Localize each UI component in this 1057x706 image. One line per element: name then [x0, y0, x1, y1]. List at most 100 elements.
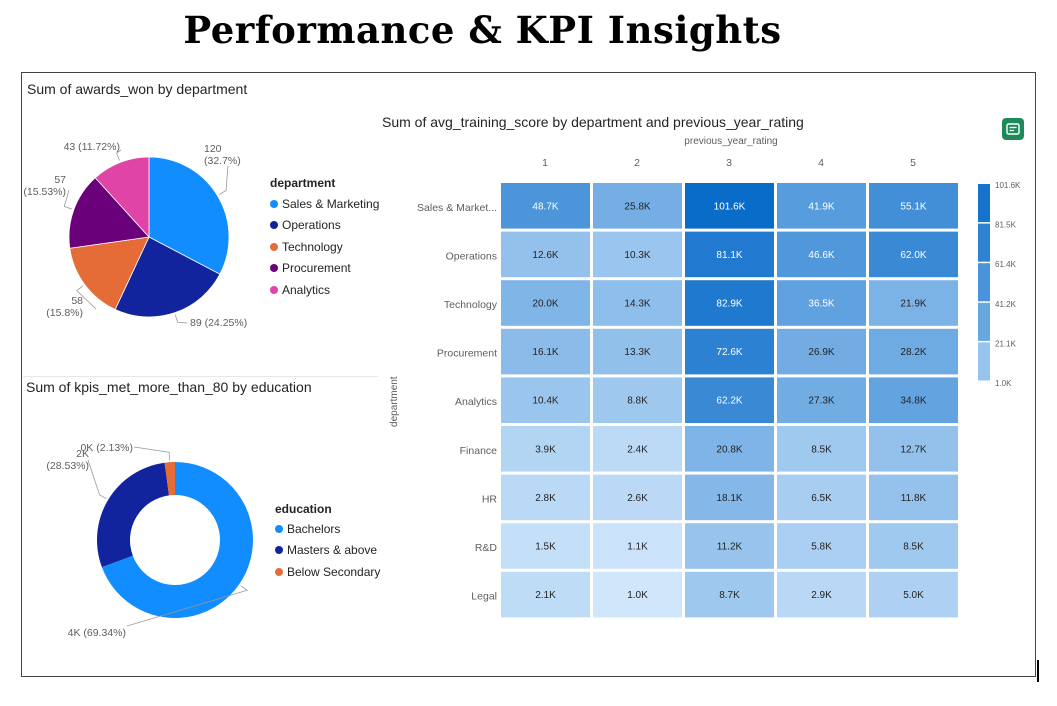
heatmap-cell-sales-market-4[interactable]: [777, 183, 866, 229]
heatmap-row-label-sales-market: Sales & Market...: [417, 202, 497, 214]
heatmap-cell-label: 8.7K: [719, 590, 740, 601]
heatmap-cell-finance-2[interactable]: [593, 426, 682, 472]
heatmap-cell-technology-2[interactable]: [593, 280, 682, 326]
heatmap-cell-legal-2[interactable]: [593, 571, 682, 618]
heatmap-cell-legal-1[interactable]: [501, 571, 590, 618]
heatmap-cell-hr-4[interactable]: [777, 474, 866, 521]
heatmap-cell-legal-4[interactable]: [777, 571, 866, 618]
heatmap-title: Sum of avg_training_score by department …: [382, 114, 804, 130]
heatmap-row-label-procurement: Procurement: [437, 348, 497, 360]
heatmap-cell-label: 16.1K: [532, 347, 558, 358]
heatmap-x-axis-title: previous_year_rating: [684, 136, 777, 147]
awards-pie-panel[interactable]: Sum of awards_won by department 120 (32.7…: [23, 74, 379, 376]
awards-legend-item-analytics[interactable]: Analytics: [270, 279, 379, 301]
heatmap-row-label-legal: Legal: [471, 591, 497, 603]
heatmap-cell-label: 2.8K: [535, 493, 556, 504]
export-button[interactable]: [1002, 118, 1024, 140]
awards-slice-analytics[interactable]: [94, 156, 150, 239]
awards-legend-item-sales-marketing[interactable]: Sales & Marketing: [270, 193, 379, 215]
heatmap-cell-sales-market-3[interactable]: [685, 183, 774, 229]
heatmap-cell-procurement-1[interactable]: [501, 328, 590, 375]
heatmap-cell-technology-4[interactable]: [777, 280, 866, 326]
kpis-slice-below-secondary[interactable]: [164, 462, 175, 496]
awards-legend-label: Procurement: [282, 261, 351, 276]
heatmap-cell-label: 62.2K: [716, 396, 742, 407]
awards-legend-items: Sales & Marketing Operations Technology Pro…: [270, 193, 379, 301]
heatmap-cell-procurement-2[interactable]: [593, 328, 682, 375]
awards-slice-technology[interactable]: [69, 236, 150, 311]
awards-slice-operations[interactable]: [114, 236, 221, 318]
heatmap-cell-procurement-5[interactable]: [869, 328, 958, 375]
heatmap-cell-technology-3[interactable]: [685, 280, 774, 326]
heatmap-cell-r-d-4[interactable]: [777, 523, 866, 569]
awards-legend-marker: [270, 264, 278, 273]
awards-legend-item-technology[interactable]: Technology: [270, 236, 379, 258]
heatmap-cell-sales-market-1[interactable]: [501, 183, 590, 229]
kpis-slice-masters-above[interactable]: [97, 462, 169, 568]
kpis-legend-item-below-secondary[interactable]: Below Secondary: [275, 561, 380, 583]
heatmap-cell-finance-5[interactable]: [869, 426, 958, 472]
heatmap-cell-technology-1[interactable]: [501, 280, 590, 326]
heatmap-cell-operations-4[interactable]: [777, 231, 866, 278]
heatmap-cell-analytics-3[interactable]: [685, 377, 774, 423]
heatmap-cell-r-d-5[interactable]: [869, 523, 958, 569]
heatmap-scale-label: 41.2K: [995, 300, 1017, 309]
awards-pie-chart[interactable]: 120 (32.7%) 89 (24.25%) 58 (15.8%) 57 (15.53%)…: [23, 104, 273, 374]
heatmap-cell-hr-3[interactable]: [685, 474, 774, 521]
kpis-donut-panel[interactable]: Sum of kpis_met_more_than_80 by educatio…: [23, 377, 380, 667]
awards-slice-procurement[interactable]: [68, 177, 150, 249]
kpis-legend-item-bachelors[interactable]: Bachelors: [275, 518, 380, 540]
heatmap-cell-procurement-3[interactable]: [685, 328, 774, 375]
page-title: Performance & KPI Insights: [183, 8, 782, 52]
heatmap-cell-operations-3[interactable]: [685, 231, 774, 278]
heatmap-cell-label: 41.9K: [808, 201, 834, 212]
heatmap-cell-technology-5[interactable]: [869, 280, 958, 326]
heatmap-cell-operations-1[interactable]: [501, 231, 590, 278]
heatmap-cell-label: 25.8K: [624, 201, 650, 212]
heatmap-cell-analytics-4[interactable]: [777, 377, 866, 423]
awards-legend-title: department: [270, 176, 336, 190]
kpis-legend-item-masters-above[interactable]: Masters & above: [275, 540, 380, 562]
heatmap-cell-hr-5[interactable]: [869, 474, 958, 521]
heatmap-cell-label: 2.4K: [627, 444, 648, 455]
heatmap-cell-label: 2.6K: [627, 493, 648, 504]
awards-legend-item-procurement[interactable]: Procurement: [270, 258, 379, 280]
heatmap-column-header-4: 4: [818, 157, 824, 169]
heatmap-row-label-technology: Technology: [444, 299, 498, 311]
heatmap-cell-hr-1[interactable]: [501, 474, 590, 521]
heatmap-cell-r-d-3[interactable]: [685, 523, 774, 569]
heatmap-cell-legal-3[interactable]: [685, 571, 774, 618]
kpis-slice-bachelors[interactable]: [101, 462, 254, 618]
heatmap-cell-hr-2[interactable]: [593, 474, 682, 521]
heatmap-cell-finance-1[interactable]: [501, 426, 590, 472]
kpis-donut-chart[interactable]: 4K (69.34%) 2K (28.53%)0K (2.13%): [23, 427, 273, 697]
kpis-legend-label: Bachelors: [287, 521, 341, 536]
heatmap-row-label-r-d: R&D: [475, 542, 498, 554]
training-heatmap[interactable]: previous_year_rating 1 2 3 4 5 department Sales…: [380, 116, 1030, 618]
heatmap-cell-operations-2[interactable]: [593, 231, 682, 278]
heatmap-cell-analytics-5[interactable]: [869, 377, 958, 423]
heatmap-cell-operations-5[interactable]: [869, 231, 958, 278]
awards-data-label-procurement: 57 (15.53%): [23, 174, 66, 198]
awards-slice-sales-marketing[interactable]: [148, 156, 230, 275]
heatmap-cell-label: 48.7K: [532, 201, 558, 212]
heatmap-cell-sales-market-5[interactable]: [869, 183, 958, 229]
awards-pie-legend: department Sales & Marketing Operations Te…: [270, 176, 379, 301]
heatmap-cell-r-d-2[interactable]: [593, 523, 682, 569]
awards-legend-label: Technology: [282, 239, 343, 254]
heatmap-cell-label: 13.3K: [624, 347, 650, 358]
heatmap-cell-sales-market-2[interactable]: [593, 183, 682, 229]
heatmap-cell-finance-3[interactable]: [685, 426, 774, 472]
awards-legend-item-operations[interactable]: Operations: [270, 215, 379, 237]
awards-legend-marker: [270, 199, 278, 208]
heatmap-cell-label: 20.8K: [716, 444, 742, 455]
heatmap-cell-procurement-4[interactable]: [777, 328, 866, 375]
heatmap-cell-legal-5[interactable]: [869, 571, 958, 618]
heatmap-scale-band: [978, 263, 990, 302]
awards-legend-label: Operations: [282, 218, 341, 233]
training-heatmap-panel[interactable]: Sum of avg_training_score by department …: [380, 108, 1030, 618]
heatmap-cell-analytics-1[interactable]: [501, 377, 590, 423]
heatmap-cell-finance-4[interactable]: [777, 426, 866, 472]
heatmap-cell-r-d-1[interactable]: [501, 523, 590, 569]
heatmap-cell-analytics-2[interactable]: [593, 377, 682, 423]
